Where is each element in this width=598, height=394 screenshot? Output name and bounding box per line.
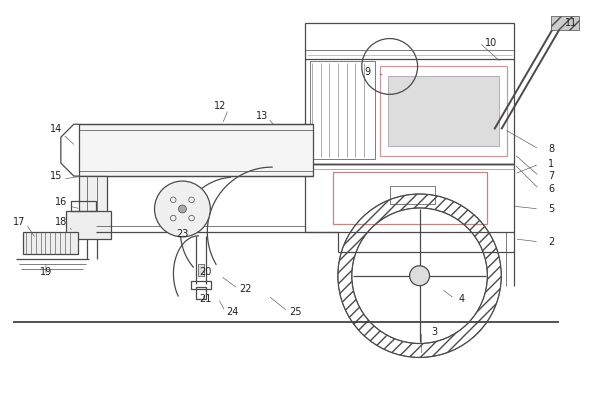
Text: 4: 4 xyxy=(458,294,465,304)
Text: 8: 8 xyxy=(548,144,554,154)
Bar xyxy=(551,16,579,30)
Text: 18: 18 xyxy=(55,217,67,227)
Text: 7: 7 xyxy=(548,171,554,181)
Bar xyxy=(79,176,106,212)
Text: 13: 13 xyxy=(256,111,269,121)
Circle shape xyxy=(154,181,210,237)
Text: 15: 15 xyxy=(50,171,62,181)
Text: 14: 14 xyxy=(50,124,62,134)
Text: 17: 17 xyxy=(13,217,25,227)
Text: 5: 5 xyxy=(548,204,554,214)
Text: 6: 6 xyxy=(548,184,554,194)
Bar xyxy=(199,264,205,276)
Bar xyxy=(388,76,499,146)
Text: 19: 19 xyxy=(40,267,52,277)
Text: 1: 1 xyxy=(548,159,554,169)
Text: 21: 21 xyxy=(199,294,212,304)
Bar xyxy=(305,164,514,232)
Bar xyxy=(196,287,206,299)
Bar xyxy=(310,61,375,159)
Text: 22: 22 xyxy=(239,284,251,294)
Bar xyxy=(191,281,211,289)
Bar xyxy=(23,232,78,254)
Bar xyxy=(380,67,507,156)
Circle shape xyxy=(410,266,429,286)
Text: 12: 12 xyxy=(214,101,227,112)
Bar xyxy=(305,22,514,164)
Text: 3: 3 xyxy=(432,327,438,336)
Text: 10: 10 xyxy=(485,37,498,48)
Bar xyxy=(66,211,111,239)
Bar xyxy=(79,124,313,176)
Bar xyxy=(390,186,435,204)
Text: 20: 20 xyxy=(199,267,212,277)
Text: 2: 2 xyxy=(548,237,554,247)
Bar xyxy=(71,201,96,211)
Text: 9: 9 xyxy=(365,67,371,78)
Circle shape xyxy=(178,205,187,213)
Text: 23: 23 xyxy=(176,229,188,239)
Text: 24: 24 xyxy=(226,307,239,317)
Text: 11: 11 xyxy=(565,18,577,28)
Text: 16: 16 xyxy=(55,197,67,207)
Text: 25: 25 xyxy=(289,307,301,317)
Bar xyxy=(333,172,487,224)
